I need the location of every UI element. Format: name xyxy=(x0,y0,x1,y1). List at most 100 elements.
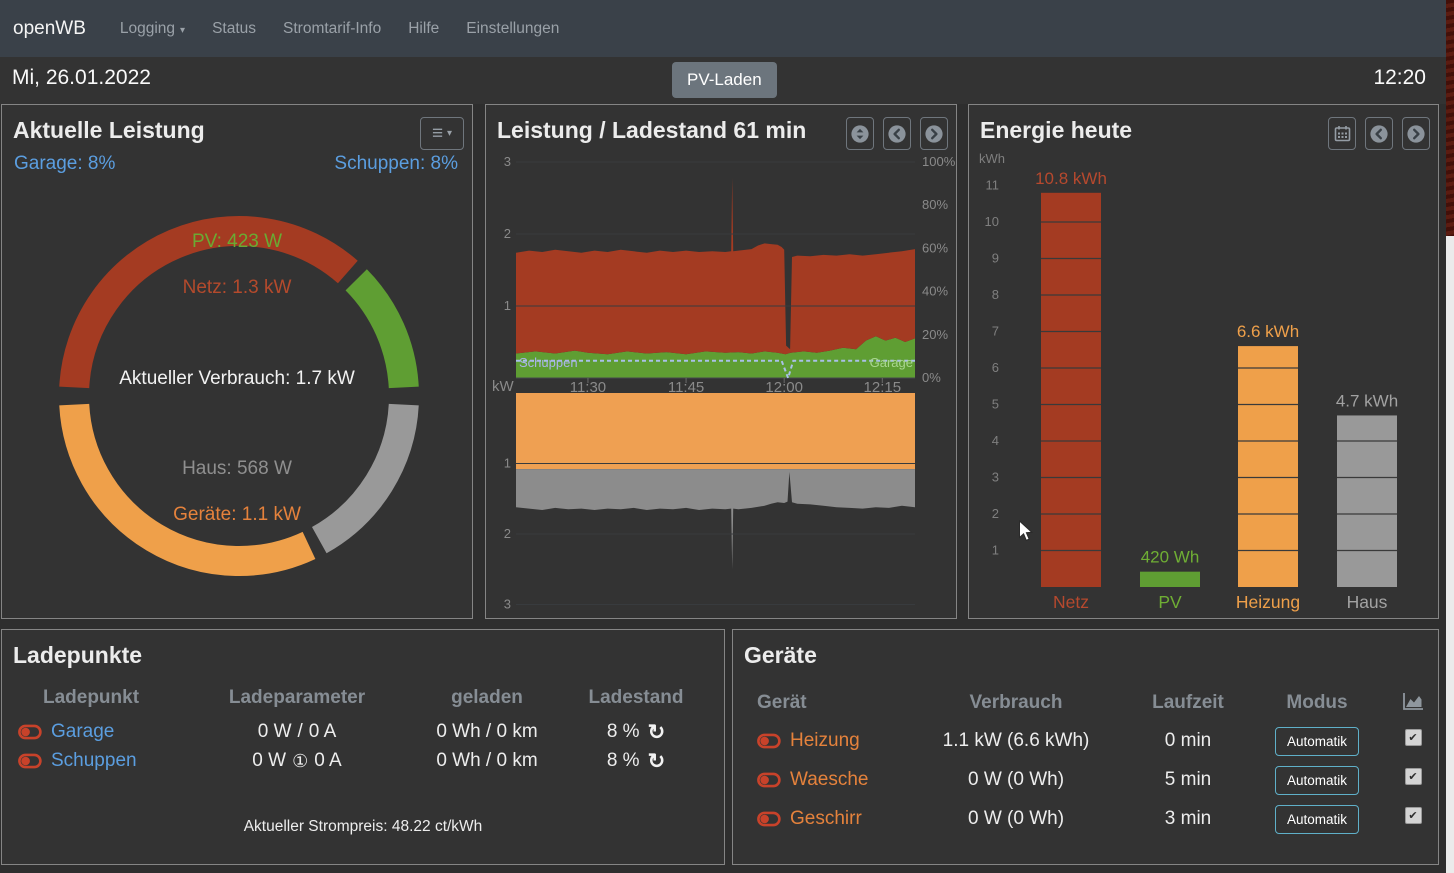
navbar: openWB Logging▾ Status Stromtarif-Info H… xyxy=(0,0,1446,57)
device-row: Waesche xyxy=(757,766,907,794)
logging-checkbox[interactable]: ✔ xyxy=(1405,807,1422,824)
col-header-modus: Modus xyxy=(1253,689,1381,717)
col-header-chart xyxy=(1388,687,1438,715)
svg-text:4: 4 xyxy=(992,433,999,448)
col-header-ladepunkt: Ladepunkt xyxy=(16,684,166,712)
svg-text:10: 10 xyxy=(985,214,999,229)
brand-logo[interactable]: openWB xyxy=(13,18,86,40)
device-consumption: 1.1 kW (6.6 kWh) xyxy=(909,727,1123,755)
garage-soc-label: Garage: 8% xyxy=(14,153,115,175)
nav-item-logging[interactable]: Logging▾ xyxy=(120,20,185,38)
svg-text:Schuppen: Schuppen xyxy=(519,355,578,370)
status-bar: Mi, 26.01.2022 PV-Laden 12:20 xyxy=(0,57,1446,104)
device-log-cell: ✔ xyxy=(1388,723,1438,751)
total-consumption-label: Aktueller Verbrauch: 1.7 kW xyxy=(2,368,472,390)
svg-text:2: 2 xyxy=(504,226,511,241)
phase-1-icon: ① xyxy=(292,751,308,772)
date-label: Mi, 26.01.2022 xyxy=(12,66,151,90)
chargepoint-row: Schuppen xyxy=(18,747,168,775)
svg-text:kW: kW xyxy=(492,378,515,395)
panel-energie-heute: Energie heute kWh1234567891011 xyxy=(968,104,1439,619)
col-header-ladestand: Ladestand xyxy=(560,684,712,712)
device-mode-cell: Automatik xyxy=(1253,766,1381,794)
svg-text:9: 9 xyxy=(992,251,999,266)
device-log-cell: ✔ xyxy=(1388,801,1438,829)
svg-text:Netz: Netz xyxy=(1053,592,1089,612)
svg-text:100%: 100% xyxy=(922,154,956,169)
svg-text:7: 7 xyxy=(992,324,999,339)
panel-title: Aktuelle Leistung xyxy=(13,117,205,144)
panel-leistung-ladestand: Leistung / Ladestand 61 min SchuppenGara… xyxy=(485,104,957,619)
col-header-geladen: geladen xyxy=(392,684,582,712)
device-name[interactable]: Geschirr xyxy=(790,808,862,830)
nav-item-stromtarif-info[interactable]: Stromtarif-Info xyxy=(283,20,381,38)
pv-power-label: PV: 423 W xyxy=(2,231,472,253)
device-row: Heizung xyxy=(757,727,907,755)
svg-text:3: 3 xyxy=(504,154,511,169)
schuppen-soc-label: Schuppen: 8% xyxy=(334,153,458,175)
grid-power-label: Netz: 1.3 kW xyxy=(2,277,472,299)
svg-text:Garage: Garage xyxy=(870,355,913,370)
device-mode-cell: Automatik xyxy=(1253,805,1381,833)
refresh-soc-icon[interactable]: ↻ xyxy=(648,720,666,745)
svg-text:1: 1 xyxy=(992,543,999,558)
svg-text:2: 2 xyxy=(992,506,999,521)
svg-text:6: 6 xyxy=(992,360,999,375)
device-name[interactable]: Heizung xyxy=(790,730,860,752)
device-runtime: 5 min xyxy=(1123,766,1253,794)
svg-text:1: 1 xyxy=(504,298,511,313)
toggle-off-icon[interactable] xyxy=(757,811,781,827)
toggle-off-icon[interactable] xyxy=(757,772,781,788)
toggle-off-icon[interactable] xyxy=(18,753,42,769)
svg-text:6.6 kWh: 6.6 kWh xyxy=(1237,322,1299,341)
device-name[interactable]: Waesche xyxy=(790,769,869,791)
svg-text:Heizung: Heizung xyxy=(1236,592,1300,612)
chargepoint-name-link[interactable]: Schuppen xyxy=(51,750,137,772)
toggle-off-icon[interactable] xyxy=(18,724,42,740)
power-soc-timeseries-chart: SchuppenGarage123123kW11:3011:4512:0012:… xyxy=(486,105,958,618)
svg-text:1: 1 xyxy=(504,456,511,471)
col-header-laufzeit: Laufzeit xyxy=(1123,689,1253,717)
nav-item-status[interactable]: Status xyxy=(212,20,256,38)
panel-title: Ladepunkte xyxy=(13,642,142,669)
automatik-button[interactable]: Automatik xyxy=(1275,727,1359,756)
svg-text:0%: 0% xyxy=(922,370,941,385)
charged-energy: 0 Wh / 0 km xyxy=(392,747,582,775)
logging-checkbox[interactable]: ✔ xyxy=(1405,729,1422,746)
nav-menu: Logging▾ Status Stromtarif-Info Hilfe Ei… xyxy=(120,20,559,38)
svg-text:11: 11 xyxy=(986,178,1000,193)
nav-item-hilfe[interactable]: Hilfe xyxy=(408,20,439,38)
logging-checkbox[interactable]: ✔ xyxy=(1405,768,1422,785)
soc-cell: 8 %↻ xyxy=(560,747,712,775)
chevron-down-icon: ▾ xyxy=(447,128,452,139)
svg-text:kWh: kWh xyxy=(979,151,1005,166)
panel-geraete: Geräte Gerät Verbrauch Laufzeit Modus He… xyxy=(732,629,1439,865)
svg-text:3: 3 xyxy=(504,597,511,612)
device-log-cell: ✔ xyxy=(1388,762,1438,790)
charged-energy: 0 Wh / 0 km xyxy=(392,718,582,746)
refresh-soc-icon[interactable]: ↻ xyxy=(648,749,666,774)
toggle-off-icon[interactable] xyxy=(757,733,781,749)
screen-edge-strip xyxy=(1446,0,1454,236)
chargepoint-row: Garage xyxy=(18,718,168,746)
daily-energy-bar-chart: kWh123456789101110.8 kWhNetz420 WhPV6.6 … xyxy=(969,105,1438,618)
scrollbar-track[interactable] xyxy=(1446,236,1454,873)
automatik-button[interactable]: Automatik xyxy=(1275,805,1359,834)
soc-cell: 8 %↻ xyxy=(560,718,712,746)
nav-item-einstellungen[interactable]: Einstellungen xyxy=(466,20,559,38)
device-runtime: 0 min xyxy=(1123,727,1253,755)
chart-menu-button[interactable]: ≡▾ xyxy=(420,117,464,150)
chevron-down-icon: ▾ xyxy=(180,25,185,36)
automatik-button[interactable]: Automatik xyxy=(1275,766,1359,795)
strompreis-label: Aktueller Strompreis: 48.22 ct/kWh xyxy=(2,818,724,836)
devices-power-label: Geräte: 1.1 kW xyxy=(2,504,472,526)
svg-text:40%: 40% xyxy=(922,284,948,299)
col-header-verbrauch: Verbrauch xyxy=(909,689,1123,717)
charge-mode-button[interactable]: PV-Laden xyxy=(672,62,777,98)
hamburger-icon: ≡ xyxy=(432,124,443,143)
panel-ladepunkte: Ladepunkte Ladepunkt Ladeparameter gelad… xyxy=(1,629,725,865)
svg-text:2: 2 xyxy=(504,526,511,541)
svg-text:60%: 60% xyxy=(922,240,948,255)
svg-text:80%: 80% xyxy=(922,197,948,212)
chargepoint-name-link[interactable]: Garage xyxy=(51,721,114,743)
